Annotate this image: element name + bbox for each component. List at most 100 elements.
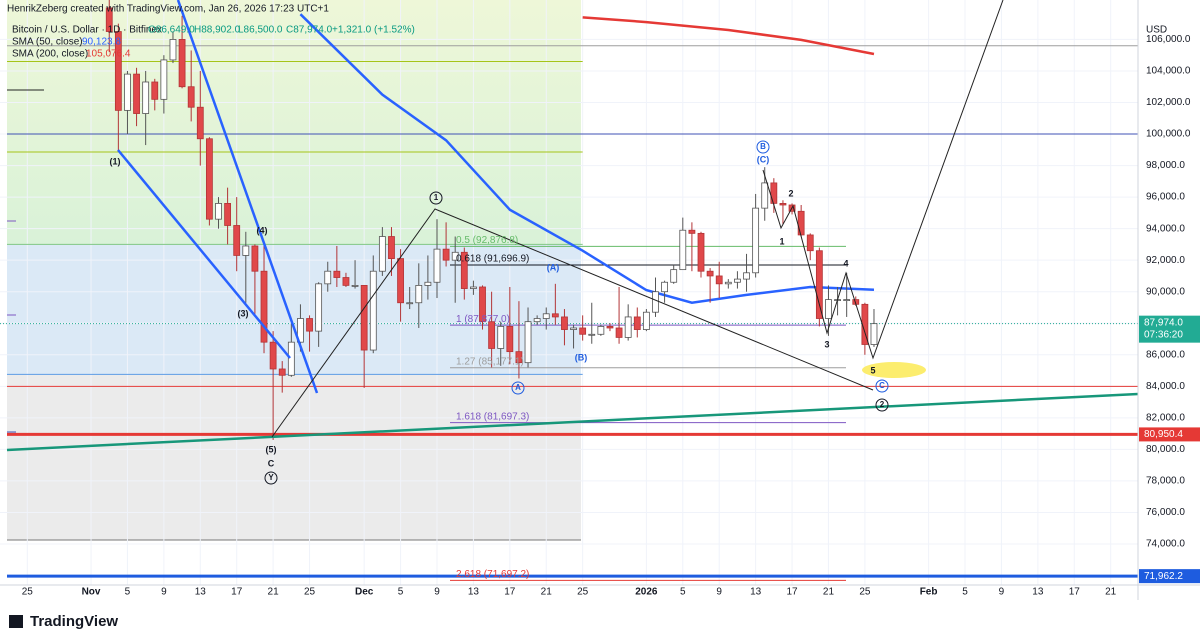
y-tick-label: 84,000.0 — [1146, 381, 1185, 392]
candle-body — [269, 341, 277, 370]
close: C87,974.0 — [286, 25, 333, 36]
candle-body — [843, 299, 851, 301]
drawings — [6, 0, 1139, 452]
candle-body — [588, 333, 596, 336]
candle-body — [287, 341, 295, 376]
trend-line — [6, 392, 1139, 452]
x-tick-label: 17 — [504, 587, 516, 598]
candle-body — [397, 258, 404, 304]
y-tick-label: 94,000.0 — [1146, 223, 1185, 234]
y-tick-label: 74,000.0 — [1146, 539, 1185, 550]
candle-body — [424, 281, 432, 286]
x-tick-label: 9 — [161, 587, 167, 598]
candle-body — [615, 327, 623, 338]
wave-label: (A) — [547, 262, 560, 272]
y-tick-label: 78,000.0 — [1146, 476, 1185, 487]
candle-body — [488, 321, 496, 349]
x-tick-label: 13 — [195, 587, 207, 598]
green-zone — [7, 0, 581, 244]
wave-label: (5) — [266, 444, 277, 454]
x-tick-label: 9 — [716, 587, 722, 598]
candle-body — [815, 250, 823, 319]
candle-body — [797, 210, 805, 236]
candle-body — [178, 39, 186, 88]
x-tick-label: 21 — [823, 587, 835, 598]
wave-line — [762, 0, 1004, 360]
candle-body — [378, 236, 386, 272]
candle-body — [561, 316, 568, 330]
candle-body — [497, 326, 505, 349]
y-tick-label: 86,000.0 — [1146, 349, 1185, 360]
y-tick-label: 98,000.0 — [1146, 160, 1185, 171]
last-price-tag — [1139, 315, 1200, 343]
candle-body — [187, 86, 195, 108]
candle-body — [315, 283, 323, 332]
candle-body — [806, 234, 814, 252]
wave-circle — [264, 471, 278, 485]
candle-body — [342, 277, 350, 286]
candle-body — [770, 182, 778, 204]
price-tag — [1139, 427, 1200, 442]
brand-name: TradingView — [30, 613, 118, 630]
trend-line — [117, 149, 291, 359]
candle-body — [415, 285, 423, 304]
candle-body — [242, 245, 250, 256]
candle-body — [151, 81, 159, 100]
y-tick-label: 96,000.0 — [1146, 192, 1185, 203]
candle-body — [278, 368, 286, 376]
candle-body — [597, 326, 605, 335]
fib-label: 2.618 (71,697.2) — [456, 569, 529, 580]
candle-body — [661, 281, 668, 293]
x-tick-label: 25 — [22, 587, 34, 598]
fib-label: 1 (87,877.0) — [456, 314, 510, 325]
candle-body — [451, 251, 459, 261]
x-tick-label: 21 — [1105, 587, 1117, 598]
credit: HenrikZeberg created with TradingView.co… — [7, 4, 329, 15]
candle-body — [652, 291, 659, 313]
wave-label: 1 — [434, 193, 439, 202]
x-tick-label: 21 — [541, 587, 553, 598]
candle-body — [825, 299, 832, 319]
fib-label: 0.618 (91,696.9) — [456, 254, 529, 265]
candle-body — [633, 316, 641, 330]
symbol: Bitcoin / U.S. Dollar · 1D · Bitfinex — [12, 25, 162, 36]
candle-body — [715, 275, 723, 285]
x-tick-label: Nov — [82, 587, 101, 598]
last-price-label: 87,974.0 — [1144, 317, 1183, 328]
x-tick-label: 5 — [962, 587, 968, 598]
candle-body — [642, 311, 650, 330]
fib-label: 1.618 (81,697.3) — [456, 411, 529, 422]
logo — [9, 615, 23, 628]
candle-body — [470, 286, 477, 289]
candle-body — [460, 251, 468, 289]
low: L86,500.0 — [238, 25, 283, 36]
wave-circle — [875, 379, 889, 393]
candle-body — [761, 182, 769, 209]
wave-label: C — [879, 381, 885, 390]
price-tag-label: 71,962.2 — [1144, 571, 1183, 582]
price-tag — [1139, 569, 1200, 584]
background-zones — [7, 0, 581, 541]
candle-body — [169, 39, 177, 61]
candle-body — [251, 245, 259, 272]
x-tick-label: 17 — [231, 587, 243, 598]
candle-body — [515, 351, 523, 364]
y-tick-label: 76,000.0 — [1146, 507, 1185, 518]
candle-body — [442, 248, 450, 261]
wave-label: (4) — [257, 225, 268, 235]
candle-body — [224, 203, 232, 226]
x-tick-label: 13 — [1032, 587, 1044, 598]
wave-label: (C) — [757, 154, 770, 164]
indicator-value: 105,076.4 — [86, 49, 131, 60]
x-tick-label: 2026 — [635, 587, 658, 598]
header: HenrikZeberg created with TradingView.co… — [7, 4, 415, 60]
candle-body — [542, 313, 550, 319]
candle-body — [260, 270, 268, 343]
wave-label: 2 — [788, 188, 793, 198]
candle-body — [752, 207, 760, 274]
x-tick-label: 9 — [434, 587, 440, 598]
sma-line — [582, 16, 875, 56]
x-tick-label: 5 — [125, 587, 131, 598]
x-tick-label: 5 — [680, 587, 686, 598]
candle-body — [624, 316, 632, 338]
